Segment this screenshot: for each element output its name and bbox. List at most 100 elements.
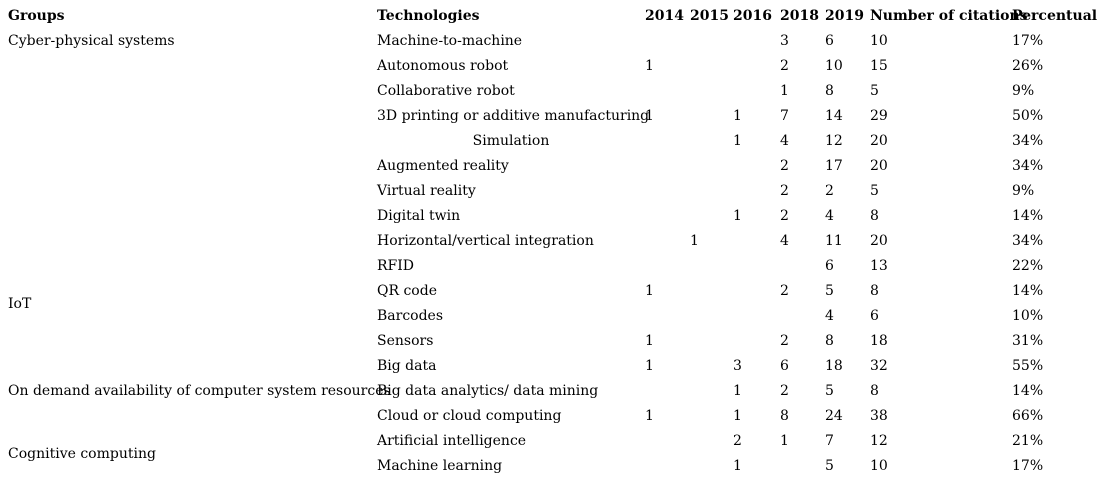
year-2019-cell: 5: [825, 458, 834, 474]
year-2015-cell: [690, 354, 733, 379]
year-2015-cell: 1: [690, 233, 699, 249]
year-2016-cell: [733, 279, 780, 304]
year-2019-cell: 17: [825, 158, 843, 174]
percentual-cell: 21%: [1012, 433, 1044, 449]
year-2014-cell: [645, 304, 690, 329]
year-2016-cell: 1: [733, 408, 742, 424]
year-2019-cell: 2: [825, 183, 834, 199]
year-2018-cell: 1: [780, 433, 789, 449]
technology-cell: 3D printing or additive manufacturing: [377, 108, 650, 124]
table-row: Cyber-physical systems Machine-to-machin…: [0, 29, 1097, 54]
header-2018: 2018: [780, 8, 819, 24]
table-row: Collaborative robot 1 8 5 9%: [0, 79, 1097, 104]
year-2016-cell: 1: [733, 458, 742, 474]
table-row: Augmented reality 2 17 20 34%: [0, 154, 1097, 179]
year-2015-cell: [690, 29, 733, 54]
year-2016-cell: 3: [733, 358, 742, 374]
technology-cell: Collaborative robot: [377, 83, 515, 99]
year-2014-cell: [645, 154, 690, 179]
table-row: Autonomous robot 1 2 10 15 26%: [0, 54, 1097, 79]
year-2018-cell: 7: [780, 108, 789, 124]
year-2018-cell: 2: [780, 283, 789, 299]
percentual-cell: 14%: [1012, 208, 1044, 224]
year-2018-cell: [780, 254, 825, 279]
year-2015-cell: [690, 179, 733, 204]
header-groups: Groups: [8, 8, 65, 24]
year-2014-cell: 1: [645, 358, 654, 374]
year-2019-cell: 4: [825, 208, 834, 224]
header-percentual: Percentual: [1012, 8, 1097, 24]
year-2018-cell: [780, 304, 825, 329]
year-2018-cell: 2: [780, 183, 789, 199]
year-2019-cell: 5: [825, 383, 834, 399]
year-2015-cell: [690, 279, 733, 304]
year-2014-cell: [645, 29, 690, 54]
year-2015-cell: [690, 104, 733, 129]
year-2014-cell: [645, 129, 690, 154]
year-2014-cell: [645, 429, 690, 454]
technology-cell: Artificial intelligence: [377, 433, 527, 449]
year-2018-cell: [780, 454, 825, 479]
percentual-cell: 14%: [1012, 283, 1044, 299]
percentual-cell: 55%: [1012, 358, 1044, 374]
year-2014-cell: 1: [645, 408, 654, 424]
year-2015-cell: [690, 404, 733, 429]
percentual-cell: 10%: [1012, 308, 1044, 324]
percentual-cell: 17%: [1012, 33, 1044, 49]
year-2014-cell: [645, 179, 690, 204]
technology-cell: Big data analytics/ data mining: [377, 383, 599, 399]
percentual-cell: 31%: [1012, 333, 1044, 349]
header-technologies: Technologies: [377, 8, 480, 24]
year-2015-cell: [690, 304, 733, 329]
year-2015-cell: [690, 79, 733, 104]
group-label-cyber-physical-systems: Cyber-physical systems: [8, 33, 175, 49]
year-2015-cell: [690, 129, 733, 154]
year-2014-cell: [645, 229, 690, 254]
year-2014-cell: 1: [645, 333, 654, 349]
year-2018-cell: 4: [780, 133, 789, 149]
year-2018-cell: 8: [780, 408, 789, 424]
year-2019-cell: 18: [825, 358, 843, 374]
year-2018-cell: 3: [780, 33, 789, 49]
year-2019-cell: 4: [825, 308, 834, 324]
citations-cell: 20: [870, 158, 888, 174]
year-2018-cell: 2: [780, 158, 789, 174]
table-row: Big data analytics/ data mining 1 2 5 8 …: [0, 379, 1097, 404]
header-2016: 2016: [733, 8, 772, 24]
header-number-of-citations: Number of citations: [870, 8, 1028, 24]
year-2015-cell: [690, 154, 733, 179]
year-2015-cell: [690, 454, 733, 479]
percentual-cell: 50%: [1012, 108, 1044, 124]
year-2014-cell: 1: [645, 283, 654, 299]
year-2019-cell: 12: [825, 133, 843, 149]
percentual-cell: 22%: [1012, 258, 1044, 274]
citations-cell: 6: [870, 308, 879, 324]
percentual-cell: 14%: [1012, 383, 1044, 399]
year-2019-cell: 7: [825, 433, 834, 449]
year-2016-cell: [733, 179, 780, 204]
year-2014-cell: [645, 204, 690, 229]
table-row: Simulation 1 4 12 20 34%: [0, 129, 1097, 154]
year-2018-cell: 6: [780, 358, 789, 374]
year-2014-cell: [645, 379, 690, 404]
year-2019-cell: 8: [825, 333, 834, 349]
year-2014-cell: 1: [645, 108, 654, 124]
technology-cell: Barcodes: [377, 308, 444, 324]
citations-cell: 5: [870, 183, 879, 199]
year-2015-cell: [690, 204, 733, 229]
table-row: 3D printing or additive manufacturing 1 …: [0, 104, 1097, 129]
technology-cell: QR code: [377, 283, 437, 299]
table-row: Cloud or cloud computing 1 1 8 24 38 66%: [0, 404, 1097, 429]
citations-cell: 18: [870, 333, 888, 349]
percentual-cell: 34%: [1012, 233, 1044, 249]
header-2014: 2014: [645, 8, 684, 24]
citations-cell: 12: [870, 433, 888, 449]
year-2018-cell: 1: [780, 83, 789, 99]
year-2019-cell: 6: [825, 33, 834, 49]
year-2016-cell: 1: [733, 383, 742, 399]
year-2019-cell: 6: [825, 258, 834, 274]
citations-cell: 8: [870, 208, 879, 224]
year-2018-cell: 2: [780, 333, 789, 349]
year-2019-cell: 10: [825, 58, 843, 74]
year-2014-cell: [645, 454, 690, 479]
